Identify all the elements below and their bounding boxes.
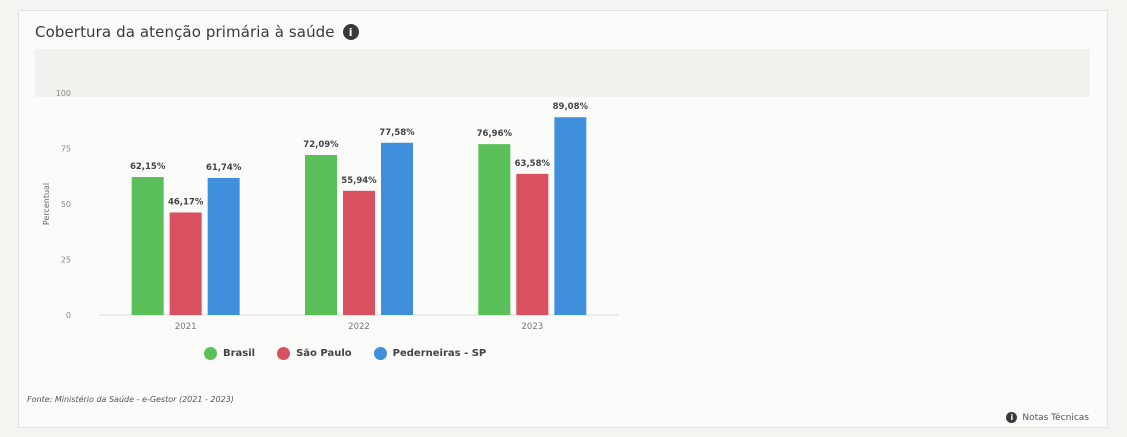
- chart-title: Cobertura da atenção primária à saúde: [35, 23, 335, 41]
- legend-label: Pederneiras - SP: [392, 348, 487, 359]
- y-axis-label: Percentual: [42, 183, 51, 225]
- data-label: 63,58%: [515, 159, 551, 169]
- legend-swatch: [204, 347, 217, 360]
- info-icon: i: [1006, 412, 1018, 423]
- bar: [169, 212, 202, 315]
- bar: [343, 190, 375, 315]
- data-label: 89,08%: [553, 102, 589, 112]
- legend-swatch: [277, 347, 291, 360]
- legend-item[interactable]: São Paulo: [277, 347, 352, 360]
- bar: [131, 177, 164, 315]
- data-label: 77,58%: [379, 128, 415, 138]
- y-tick-label: 50: [61, 200, 71, 209]
- x-tick-label: 2021: [175, 322, 197, 332]
- y-tick-label: 0: [66, 311, 71, 320]
- technical-notes-label: Notas Técnicas: [1022, 412, 1089, 423]
- y-tick-label: 25: [61, 256, 71, 265]
- header-placeholder-bar: [35, 49, 1090, 97]
- chart-card: Cobertura da atenção primária à saúde i …: [18, 10, 1108, 428]
- bar: [381, 142, 413, 315]
- bar: [554, 117, 587, 315]
- legend-swatch: [373, 347, 387, 360]
- y-tick-label: 75: [61, 145, 71, 154]
- x-tick-label: 2023: [522, 322, 544, 332]
- data-label: 62,15%: [130, 162, 166, 172]
- data-label: 61,74%: [206, 163, 242, 173]
- legend-item[interactable]: Brasil: [204, 347, 255, 360]
- bar-chart: 0 25 50 75 100 Percentual 62,15% 46,17% 61,74% 20…: [42, 89, 619, 332]
- info-icon[interactable]: i: [342, 24, 359, 40]
- y-tick-label: 100: [56, 89, 71, 98]
- card-header: Cobertura da atenção primária à saúde i: [35, 23, 359, 41]
- bar: [207, 177, 240, 315]
- data-label: 46,17%: [168, 198, 204, 208]
- bar: [478, 144, 511, 315]
- technical-notes-link[interactable]: i Notas Técnicas: [1006, 412, 1089, 423]
- x-tick-label: 2022: [348, 322, 370, 332]
- data-label: 76,96%: [477, 129, 513, 139]
- bar: [305, 154, 337, 315]
- data-label: 72,09%: [303, 140, 339, 150]
- legend-label: Brasil: [223, 348, 256, 359]
- bar: [516, 173, 549, 315]
- chart-legend: Brasil São Paulo Pederneiras - SP: [204, 347, 486, 360]
- legend-item[interactable]: Pederneiras - SP: [373, 347, 487, 360]
- source-note: Fonte: Ministério da Saúde - e-Gestor (2…: [27, 395, 234, 404]
- legend-label: São Paulo: [296, 348, 352, 359]
- data-label: 55,94%: [341, 176, 377, 186]
